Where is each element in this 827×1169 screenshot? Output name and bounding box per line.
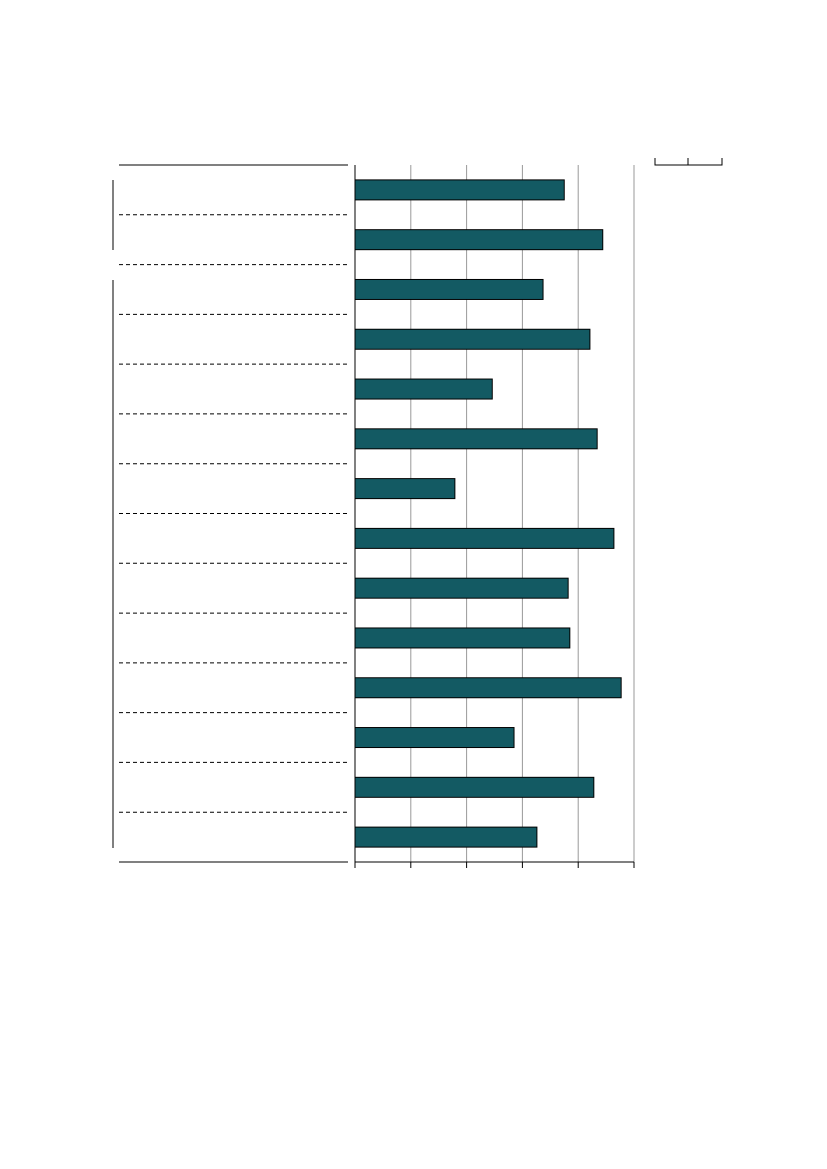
- bar: [354, 727, 515, 749]
- bar: [354, 826, 538, 848]
- bar: [354, 776, 595, 798]
- bar: [354, 677, 622, 699]
- bar: [354, 278, 544, 300]
- bar: [354, 577, 569, 599]
- bar: [354, 527, 615, 549]
- bar: [354, 627, 571, 649]
- bar: [354, 328, 591, 350]
- bar: [354, 378, 493, 400]
- bar: [354, 179, 565, 201]
- bar: [354, 428, 598, 450]
- legend-box: [654, 158, 723, 166]
- bar: [354, 229, 604, 251]
- bar: [354, 478, 456, 500]
